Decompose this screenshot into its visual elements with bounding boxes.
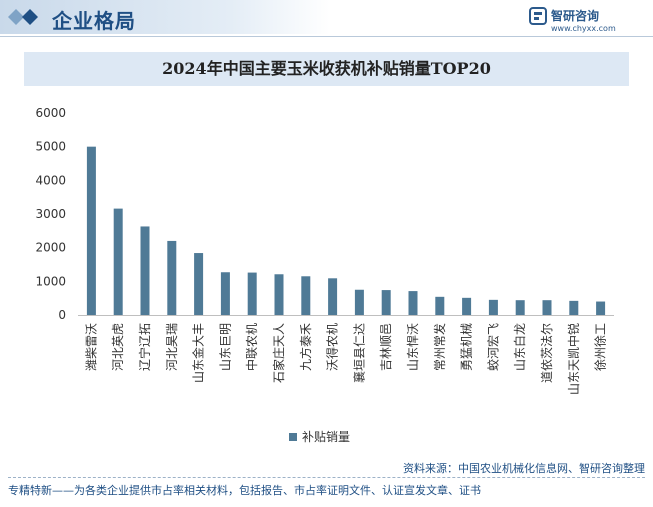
bar xyxy=(354,289,364,315)
x-tick-label: 河北英虎 xyxy=(111,323,125,371)
y-tick-label: 6000 xyxy=(35,106,66,120)
bar xyxy=(381,290,391,315)
footer-tagline: 专精特新——为各类企业提供市占率相关材料，包括报告、市占率证明文件、认证宣发文章… xyxy=(8,484,481,497)
y-tick-label: 1000 xyxy=(35,274,66,288)
bar xyxy=(569,300,579,315)
bar xyxy=(194,253,204,315)
x-tick-label: 辽宁辽拓 xyxy=(137,323,152,371)
x-tick-label: 蛟河宏飞 xyxy=(485,323,500,371)
legend-swatch xyxy=(289,433,297,441)
x-tick-label: 九方泰禾 xyxy=(298,323,313,371)
x-tick-label: 中联农机 xyxy=(244,323,259,371)
bar xyxy=(515,300,525,315)
bar xyxy=(301,276,311,315)
x-tick-label: 勇猛机械 xyxy=(459,323,474,371)
bar xyxy=(328,278,338,315)
chart-title-band: 2024年中国主要玉米收获机补贴销量TOP20 xyxy=(24,52,629,86)
bar-chart: 0 1000 2000 3000 4000 5000 6000 潍柴雷沃 河北英虎 辽宁辽拓 河北昊… xyxy=(35,106,614,444)
data-source: 资料来源：中国农业机械化信息网、智研咨询整理 xyxy=(403,462,645,475)
bar xyxy=(488,299,498,315)
bar xyxy=(408,291,418,315)
bar xyxy=(140,226,150,315)
brand-url: www.chyxx.com xyxy=(551,24,616,33)
bar xyxy=(167,240,177,315)
x-tick-label: 徐州徐工 xyxy=(593,323,608,371)
x-tick-label: 沃得农机 xyxy=(325,323,340,371)
y-tick-label: 4000 xyxy=(35,173,66,187)
x-tick-label: 吉林顺邑 xyxy=(379,323,393,371)
bar xyxy=(220,272,230,315)
x-tick-label: 山东白龙 xyxy=(512,323,527,371)
header-tab xyxy=(0,0,330,34)
x-tick-label: 河北昊瑞 xyxy=(165,323,179,371)
bar xyxy=(86,146,96,315)
x-tick-label: 道依茨法尔 xyxy=(539,323,554,383)
x-tick-label: 石家庄天人 xyxy=(271,323,286,383)
brand-logo: 智研咨询 www.chyxx.com xyxy=(529,7,639,37)
footer-divider xyxy=(8,477,645,478)
bar xyxy=(542,300,552,315)
bar xyxy=(247,272,257,315)
chart-title: 2024年中国主要玉米收获机补贴销量TOP20 xyxy=(162,59,491,78)
bar xyxy=(596,301,606,315)
x-tick-label: 山东悍沃 xyxy=(406,323,420,371)
x-tick-label: 山东巨明 xyxy=(218,323,232,371)
legend-label: 补贴销量 xyxy=(302,430,350,444)
bar xyxy=(274,274,284,315)
header-divider xyxy=(0,36,653,37)
section-title: 企业格局 xyxy=(52,9,136,33)
bar xyxy=(462,297,472,315)
header: 企业格局 智研咨询 www.chyxx.com xyxy=(0,0,653,38)
x-tick-label: 山东金大丰 xyxy=(191,323,206,383)
x-tick-label: 潍柴雷沃 xyxy=(84,323,98,371)
brand-name: 智研咨询 xyxy=(551,9,600,23)
y-tick-label: 2000 xyxy=(35,241,66,255)
y-tick-label: 5000 xyxy=(35,140,66,154)
y-tick-label: 0 xyxy=(58,308,66,322)
y-tick-label: 3000 xyxy=(35,207,66,221)
brand-mark-icon xyxy=(529,7,547,25)
diamond-bullet-icon xyxy=(8,9,38,25)
x-tick-label: 山东天凯中锐 xyxy=(566,323,581,395)
x-tick-label: 常州常发 xyxy=(432,323,447,371)
x-tick-label: 襄垣县仁达 xyxy=(351,323,366,383)
bar xyxy=(113,208,123,315)
bar xyxy=(435,296,445,315)
